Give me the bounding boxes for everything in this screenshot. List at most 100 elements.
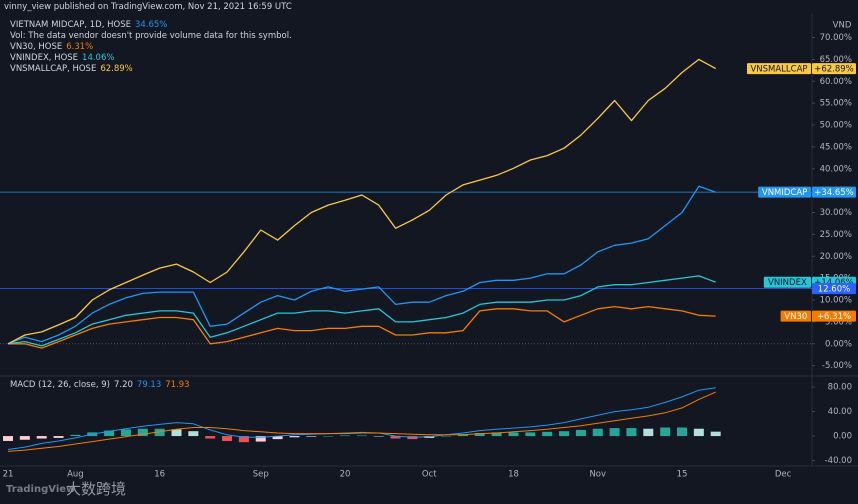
histogram-bar xyxy=(356,435,367,437)
y-tick-label: 0.00% xyxy=(825,339,852,349)
histogram-bar xyxy=(36,436,47,439)
histogram-bar xyxy=(19,436,30,440)
y-tick-label: 20.00% xyxy=(820,252,852,262)
legend-row: VN30, HOSE 6.31% xyxy=(10,42,292,53)
histogram-bar xyxy=(592,428,603,437)
histogram-bar xyxy=(154,428,165,437)
histogram-bar xyxy=(3,436,13,441)
tag-name-box xyxy=(758,186,811,198)
histogram-bar xyxy=(70,434,81,437)
histogram-bar xyxy=(137,428,148,437)
tag-name: VNSMALLCAP xyxy=(750,65,807,75)
histogram-bar xyxy=(710,431,721,437)
legend-name: VNINDEX, HOSE xyxy=(10,53,79,63)
series-line xyxy=(7,185,716,345)
histogram-bar xyxy=(222,436,233,441)
legend-name: VNSMALLCAP, HOSE xyxy=(10,64,97,74)
x-tick-label: 16 xyxy=(154,470,165,480)
histogram-bar xyxy=(323,436,334,437)
x-tick-label: Nov xyxy=(589,470,606,480)
histogram-bar xyxy=(491,432,502,437)
watermark: 大数跨境 xyxy=(66,480,127,498)
legend-name: VIETNAM MIDCAP, 1D, HOSE xyxy=(10,20,131,30)
tag-name: VN30 xyxy=(784,312,807,322)
tag-name: VNMIDCAP xyxy=(762,188,807,198)
tag-name-box xyxy=(763,276,811,288)
tag-value: +62.89% xyxy=(814,65,854,75)
logo: TradingView xyxy=(6,484,76,495)
tag-value-box xyxy=(812,186,856,198)
legend-value: 14.06% xyxy=(82,53,115,63)
histogram-bar xyxy=(255,436,266,442)
histogram-bar xyxy=(306,436,317,437)
x-tick-label: Sep xyxy=(253,470,269,480)
y-tick-label: 80.00 xyxy=(828,383,852,393)
y-tick-label: 55.00% xyxy=(820,99,852,109)
series-line xyxy=(7,391,716,452)
x-tick-label: 15 xyxy=(677,470,688,480)
legend-value: 62.89% xyxy=(100,64,133,74)
histogram-bar xyxy=(542,431,553,437)
histogram-bar xyxy=(238,436,249,443)
x-tick-label: 21 xyxy=(3,470,14,480)
legend-row: VIETNAM MIDCAP, 1D, HOSE 34.65% xyxy=(10,20,292,31)
y-tick-label: -40.00 xyxy=(825,456,852,466)
tag-value-box xyxy=(812,310,856,322)
histogram-bar xyxy=(626,428,637,437)
histogram-bar xyxy=(171,429,182,437)
histogram-bar xyxy=(53,436,64,438)
volume-note: Vol: The data vendor doesn't provide vol… xyxy=(10,31,292,41)
x-tick-label: Oct xyxy=(422,470,437,480)
histogram-bar xyxy=(693,428,704,437)
legend-value: 6.31% xyxy=(66,42,94,52)
y-tick-label: 5.00% xyxy=(825,317,852,327)
tag-name-box xyxy=(747,63,811,75)
legend-value: 7.20 xyxy=(113,380,133,390)
y-tick-label: 10.00% xyxy=(820,296,852,306)
tag-name-box xyxy=(780,310,811,322)
y-tick-label: 65.00% xyxy=(820,55,852,65)
legend: VIETNAM MIDCAP, 1D, HOSE 34.65% Vol: The … xyxy=(10,20,292,75)
y-tick-label: 0.00 xyxy=(833,432,852,442)
crosshair-label: 12.60% xyxy=(818,285,850,295)
series-line xyxy=(7,58,717,345)
histogram-bar xyxy=(609,428,620,437)
tag-value-box xyxy=(812,63,856,75)
macd-title: MACD (12, 26, close, 9) xyxy=(10,380,110,390)
x-tick-label: 18 xyxy=(508,470,519,480)
histogram-bar xyxy=(373,436,384,437)
histogram-bar xyxy=(575,429,586,437)
y-tick-label: 30.00% xyxy=(820,208,852,218)
series-line xyxy=(7,387,716,450)
histogram-bar xyxy=(643,428,654,437)
y-tick-label: 60.00% xyxy=(820,77,852,87)
tag-value: +34.65% xyxy=(814,188,854,198)
series-line xyxy=(7,275,716,347)
y-tick-label: 25.00% xyxy=(820,230,852,240)
histogram-bar xyxy=(441,436,452,437)
legend-value: 79.13 xyxy=(136,380,162,390)
histogram-bar xyxy=(474,433,485,437)
histogram-bar xyxy=(508,432,519,437)
histogram-bar xyxy=(188,431,199,437)
histogram-bar xyxy=(660,427,671,437)
series-line xyxy=(8,305,716,349)
currency-label: VND xyxy=(833,21,852,31)
x-tick-label: Dec xyxy=(775,470,792,480)
crosshair-tag xyxy=(812,283,856,295)
legend-row: VNSMALLCAP, HOSE 62.89% xyxy=(10,64,292,75)
histogram-bar xyxy=(205,436,216,439)
tag-name: VNINDEX xyxy=(768,278,807,288)
y-tick-label: 45.00% xyxy=(820,142,852,152)
tag-value: +6.31% xyxy=(817,312,851,322)
histogram-bar xyxy=(559,431,570,437)
histogram-bar xyxy=(272,436,283,440)
histogram-bar xyxy=(525,432,536,437)
histogram-bar xyxy=(390,436,401,439)
y-tick-label: 40.00% xyxy=(820,164,852,174)
x-tick-label: 20 xyxy=(340,470,351,480)
legend-name: VN30, HOSE xyxy=(10,42,63,52)
histogram-bar xyxy=(104,430,115,437)
